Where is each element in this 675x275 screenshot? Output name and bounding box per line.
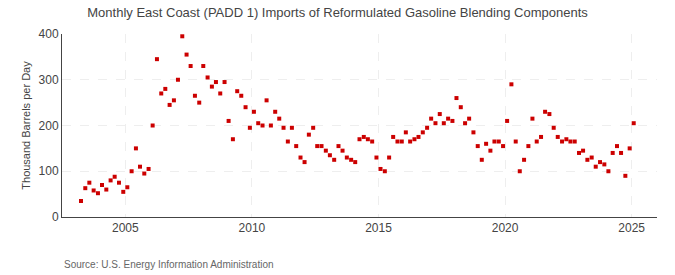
svg-text:0: 0 [52,210,59,224]
svg-text:2010: 2010 [239,221,266,235]
svg-text:Monthly East Coast (PADD 1) Im: Monthly East Coast (PADD 1) Imports of R… [87,5,588,20]
svg-text:2020: 2020 [492,221,519,235]
svg-text:400: 400 [39,27,59,41]
svg-text:Thousand Barrels per Day: Thousand Barrels per Day [20,61,32,190]
svg-text:2015: 2015 [365,221,392,235]
svg-text:200: 200 [39,119,59,133]
svg-text:2025: 2025 [618,221,645,235]
svg-text:Source: U.S. Energy Informatio: Source: U.S. Energy Information Administ… [64,259,274,270]
svg-text:2005: 2005 [112,221,139,235]
svg-text:300: 300 [39,73,59,87]
svg-text:100: 100 [39,164,59,178]
